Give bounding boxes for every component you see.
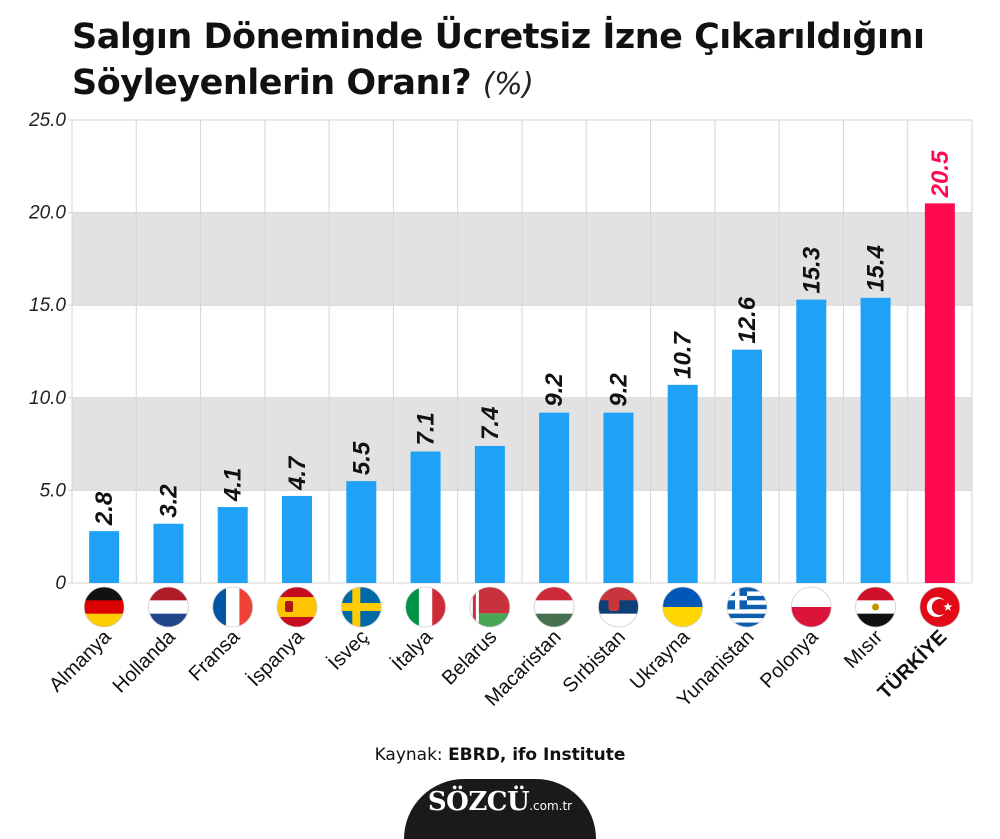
x-tick-label: Polonya (756, 625, 823, 692)
value-label: 15.4 (863, 245, 890, 292)
bar-serbia (603, 412, 634, 583)
italy-flag (405, 586, 446, 628)
bar-netherlands (153, 523, 184, 583)
value-label: 20.5 (927, 150, 954, 198)
serbia-flag (598, 586, 639, 628)
bar-italy (410, 451, 441, 583)
germany-flag (83, 586, 125, 628)
x-tick-label: Belarus (438, 626, 502, 690)
x-tick-label: Fransa (185, 625, 245, 685)
x-tick-label: Mısır (840, 626, 887, 673)
value-label: 5.5 (348, 441, 375, 475)
source-note: Kaynak: EBRD, ifo Institute (0, 745, 1000, 765)
x-tick-label: İtalya (387, 625, 438, 676)
netherlands-flag (148, 586, 189, 628)
title-unit: (%) (482, 67, 534, 102)
bars (89, 203, 955, 583)
turkey-flag (919, 586, 961, 628)
x-tick-label: Sırbistan (559, 626, 630, 697)
bar-france (217, 507, 248, 583)
hungary-flag (533, 586, 575, 628)
belarus-flag (469, 586, 511, 628)
value-labels: 2.8 3.2 4.1 4.7 5.5 7.1 7.4 9.2 9.2 10.7 12.6 15.3 1… (91, 150, 954, 526)
x-tick-label: Hollanda (109, 625, 181, 697)
title-line-2: Söyleyenlerin Oranı? (72, 63, 472, 103)
y-tick-label: 20.0 (28, 203, 66, 224)
x-tick-label: İspanya (243, 625, 309, 691)
value-label: 4.1 (220, 468, 247, 502)
title-line-1: Salgın Döneminde Ücretsiz İzne Çıkarıldı… (72, 17, 925, 57)
bar-sweden (346, 481, 377, 583)
value-label: 9.2 (605, 373, 632, 407)
value-label: 7.1 (413, 412, 440, 445)
sweden-flag (340, 586, 382, 628)
grid-lines (68, 119, 973, 584)
chart-title: Salgın Döneminde Ücretsiz İzne Çıkarıldı… (72, 14, 972, 108)
bar-hungary (539, 412, 570, 583)
bar-poland (796, 299, 827, 583)
value-label: 7.4 (477, 407, 504, 440)
logo-domain: .com.tr (529, 799, 573, 813)
bar-spain (282, 495, 312, 583)
bar-greece (732, 349, 762, 583)
value-label: 4.7 (284, 455, 311, 491)
bar-chart: 0 5.0 10.0 15.0 20.0 25.0 2.8 3.2 4.1 4.7 5.5 7.1 7… (28, 110, 973, 712)
source-name: EBRD, ifo Institute (448, 745, 626, 765)
egypt-flag (855, 586, 896, 628)
source-prefix: Kaynak: (374, 745, 449, 765)
bar-ukraine (667, 384, 698, 583)
x-tick-label: TÜRKİYE (873, 625, 951, 703)
x-tick-label: İsveç (324, 625, 373, 674)
bar-belarus (474, 445, 505, 583)
greece-flag (726, 586, 768, 628)
value-label: 10.7 (670, 330, 697, 378)
y-tick-label: 0 (55, 573, 66, 594)
y-tick-label: 25.0 (28, 110, 66, 131)
value-label: 2.8 (91, 491, 118, 526)
x-tick-label: Almanya (45, 625, 116, 696)
france-flag (212, 586, 254, 628)
sozcu-logo[interactable]: SÖZCÜ.com.tr (404, 779, 596, 839)
bar-germany (89, 531, 120, 583)
bar-egypt (860, 297, 891, 583)
y-tick-label: 10.0 (29, 388, 66, 409)
y-axis-ticks: 0 5.0 10.0 15.0 20.0 25.0 (28, 110, 66, 594)
value-label: 15.3 (798, 246, 825, 293)
y-tick-label: 5.0 (40, 480, 67, 501)
ukraine-flag (662, 586, 704, 628)
value-label: 12.6 (734, 296, 761, 343)
spain-flag (276, 586, 318, 628)
bar-turkey (924, 203, 955, 583)
value-label: 3.2 (155, 484, 182, 518)
flags (83, 586, 961, 628)
poland-flag (790, 586, 832, 628)
logo-brand: SÖZCÜ (427, 787, 530, 817)
y-tick-label: 15.0 (29, 295, 66, 316)
value-label: 9.2 (541, 373, 568, 407)
